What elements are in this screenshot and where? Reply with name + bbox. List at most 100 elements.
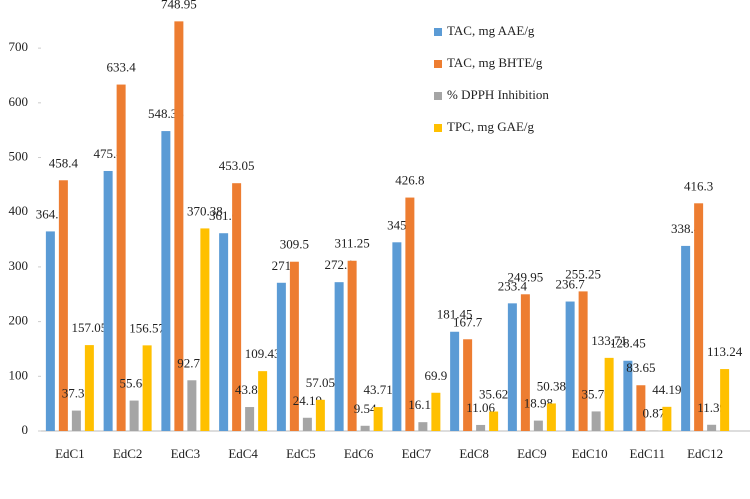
legend-swatch	[434, 92, 442, 100]
bar	[232, 183, 242, 431]
legend-label: % DPPH Inhibition	[447, 87, 549, 102]
value-label: 0.87	[643, 406, 666, 421]
bar	[476, 424, 486, 431]
value-label: 236.7	[556, 277, 586, 292]
value-label: 24.19	[293, 393, 322, 408]
bar	[289, 261, 299, 431]
bar	[520, 294, 530, 431]
x-tick-label: EdC4	[228, 446, 258, 461]
bar	[533, 420, 543, 431]
bar	[142, 345, 152, 431]
bar	[116, 84, 126, 431]
x-tick-label: EdC11	[630, 446, 666, 461]
bar	[507, 303, 517, 431]
value-label: 55.64	[120, 376, 150, 391]
legend-swatch	[434, 28, 442, 36]
value-label: 69.9	[425, 368, 448, 383]
value-label: 44.19	[652, 382, 681, 397]
value-label: 271	[272, 258, 292, 273]
legend-label: TAC, mg AAE/g	[447, 23, 535, 38]
value-label: 453.05	[219, 158, 255, 173]
value-label: 157.05	[72, 320, 108, 335]
value-label: 11.39	[697, 400, 726, 415]
x-tick-label: EdC1	[55, 446, 85, 461]
bar	[623, 360, 633, 431]
bar	[373, 407, 383, 431]
value-label: 475.4	[94, 146, 124, 161]
bar	[450, 331, 460, 431]
value-label: 370.38	[187, 203, 223, 218]
bar	[174, 21, 184, 431]
y-tick-label: 600	[9, 94, 29, 109]
value-label: 16.16	[408, 397, 438, 412]
bar	[418, 422, 428, 431]
y-tick-label: 500	[9, 149, 29, 164]
legend-label: TPC, mg GAE/g	[447, 119, 535, 134]
bar	[565, 301, 575, 431]
value-label: 272.1	[325, 257, 354, 272]
bar	[720, 369, 730, 431]
y-tick-label: 100	[9, 367, 29, 382]
x-tick-label: EdC6	[344, 446, 374, 461]
y-tick-label: 200	[9, 313, 29, 328]
value-label: 50.38	[537, 378, 566, 393]
bar	[405, 197, 415, 431]
value-label: 458.4	[49, 155, 79, 170]
value-label: 233.4	[498, 278, 528, 293]
value-label: 345	[387, 217, 407, 232]
bar	[546, 403, 556, 431]
value-label: 633.4	[107, 60, 137, 75]
bar	[71, 410, 81, 431]
value-label: 249.95	[508, 269, 544, 284]
value-label: 309.5	[280, 237, 309, 252]
value-label: 109.43	[245, 346, 281, 361]
value-label: 167.7	[453, 314, 483, 329]
bar	[681, 245, 691, 431]
bar	[315, 399, 325, 431]
x-tick-label: EdC9	[517, 446, 547, 461]
value-label: 255.25	[565, 266, 601, 281]
bar	[258, 371, 268, 431]
bar	[276, 282, 286, 431]
bar	[636, 385, 646, 431]
bar	[161, 131, 171, 431]
bar	[360, 425, 370, 431]
bar	[591, 411, 601, 431]
legend-label: TAC, mg BHTE/g	[447, 55, 543, 70]
x-tick-label: EdC2	[113, 446, 143, 461]
bar	[578, 291, 588, 431]
x-tick-label: EdC3	[171, 446, 201, 461]
bar	[187, 380, 197, 431]
bar	[392, 242, 402, 431]
value-label: 364.9	[36, 206, 65, 221]
bar	[219, 233, 229, 431]
bar	[463, 339, 473, 431]
x-tick-label: EdC12	[687, 446, 723, 461]
value-label: 416.3	[684, 178, 713, 193]
value-label: 128.45	[610, 336, 646, 351]
y-tick-label: 300	[9, 258, 29, 273]
value-label: 18.98	[524, 396, 553, 411]
value-label: 361.6	[209, 208, 239, 223]
value-label: 338.4	[671, 221, 701, 236]
x-tick-label: EdC5	[286, 446, 316, 461]
value-label: 11.06	[466, 400, 495, 415]
bar	[84, 345, 94, 431]
y-tick-label: 400	[9, 203, 29, 218]
bar	[489, 411, 499, 431]
bar	[694, 203, 704, 431]
x-tick-label: EdC7	[402, 446, 432, 461]
value-label: 426.8	[395, 173, 424, 188]
bar	[58, 180, 68, 431]
y-tick-label: 0	[22, 422, 29, 437]
bar	[347, 260, 357, 431]
x-tick-label: EdC8	[459, 446, 489, 461]
value-label: 748.95	[161, 0, 197, 11]
bar	[245, 407, 255, 431]
bar	[200, 228, 210, 431]
bar	[431, 392, 441, 431]
bar	[334, 282, 344, 431]
legend-swatch	[434, 124, 442, 132]
value-label: 9.54	[354, 401, 377, 416]
